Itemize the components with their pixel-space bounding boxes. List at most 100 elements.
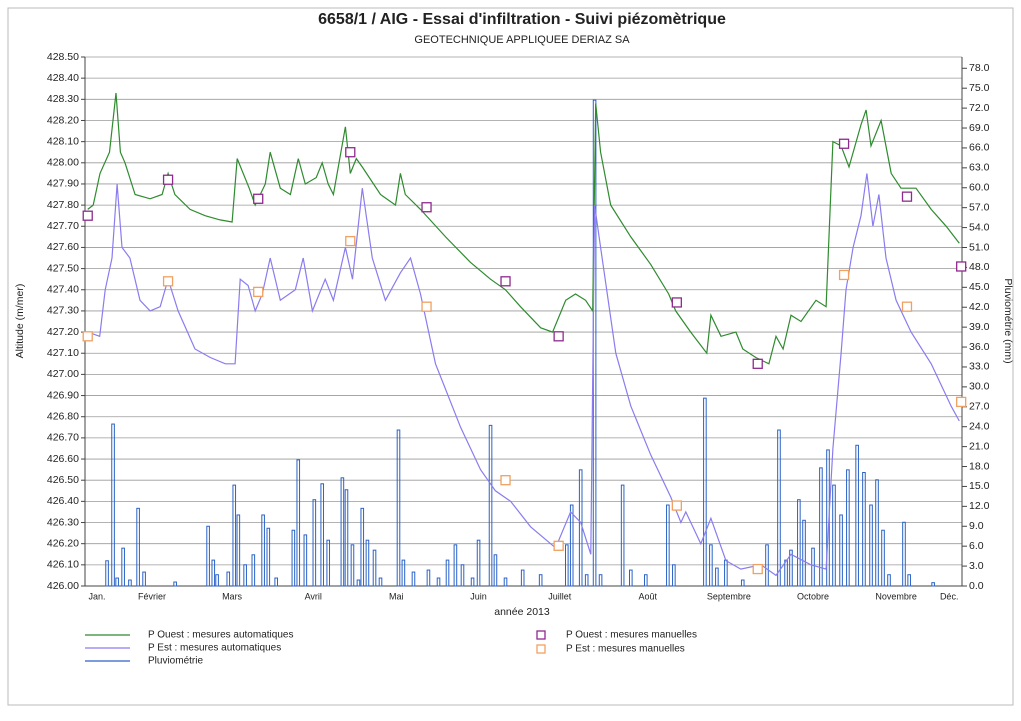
- manual-point: [162, 276, 174, 287]
- x-axis-label: année 2013: [494, 606, 550, 618]
- rain-bar: [703, 397, 707, 587]
- rain-bar: [862, 472, 866, 587]
- manual-point: [421, 301, 432, 312]
- rain-bar: [350, 544, 355, 587]
- manual-point: [82, 210, 93, 221]
- manual-point: [553, 331, 564, 342]
- x-tick-label: Août: [638, 591, 657, 601]
- rain-bar: [784, 559, 788, 587]
- rain-bar: [111, 423, 115, 587]
- rain-bar: [411, 571, 416, 587]
- y2-tick-label: 60.0: [969, 182, 990, 194]
- x-tick-label: Septembre: [707, 591, 751, 601]
- y-tick-label: 426.30: [47, 516, 79, 528]
- x-tick-label: Déc.: [940, 591, 959, 601]
- chart-title: 6658/1 / AIG - Essai d'infiltration - Su…: [318, 11, 726, 28]
- rain-bar: [538, 574, 543, 587]
- rain-bar: [274, 577, 278, 587]
- rain-bar: [777, 429, 781, 587]
- legend-marker: [536, 630, 546, 640]
- rain-bar: [569, 504, 574, 587]
- rain-bar: [261, 514, 265, 587]
- x-tick-label: Mai: [389, 591, 404, 601]
- y2-tick-label: 63.0: [969, 162, 990, 174]
- y-tick-label: 426.00: [47, 580, 79, 592]
- rain-bar: [832, 484, 836, 587]
- rain-bar: [672, 564, 676, 587]
- y-tick-label: 426.90: [47, 389, 79, 401]
- rain-bar: [881, 529, 885, 587]
- manual-point: [671, 500, 682, 511]
- rain-bar: [356, 579, 361, 587]
- rain-bar: [303, 534, 308, 587]
- legend-label: Pluviométrie: [148, 656, 203, 667]
- rain-bar: [811, 547, 815, 587]
- y-tick-label: 428.30: [47, 93, 79, 105]
- rain-bar: [136, 507, 140, 587]
- manual-point: [752, 358, 763, 369]
- y-tick-label: 426.50: [47, 474, 79, 486]
- manual-point: [956, 396, 967, 408]
- y-tick-label: 427.00: [47, 368, 79, 380]
- rain-bar: [488, 424, 493, 587]
- rain-bar: [598, 574, 603, 587]
- y2-tick-label: 0.0: [969, 580, 984, 592]
- y-tick-label: 427.90: [47, 178, 79, 190]
- manual-point: [838, 138, 850, 149]
- x-tick-label: Novembre: [875, 591, 917, 601]
- y2-tick-label: 36.0: [969, 341, 990, 353]
- y2-tick-label: 54.0: [969, 221, 990, 233]
- x-tick-label: Juillet: [548, 591, 572, 601]
- rain-bar: [802, 519, 806, 587]
- y-tick-label: 427.40: [47, 284, 79, 296]
- rain-bar: [453, 544, 458, 587]
- manual-point: [82, 331, 93, 342]
- chart-subtitle: GEOTECHNIQUE APPLIQUEE DERIAZ SA: [414, 34, 630, 46]
- rain-bar: [902, 521, 906, 587]
- y-tick-label: 427.50: [47, 262, 79, 274]
- rain-bar: [211, 559, 216, 587]
- rain-bar: [232, 484, 237, 587]
- page-frame: [7, 7, 1014, 706]
- rain-bar: [206, 525, 210, 587]
- rain-bar: [320, 483, 325, 587]
- y2-tick-label: 39.0: [969, 321, 990, 333]
- rain-bar: [396, 429, 401, 587]
- rain-bar: [372, 549, 377, 587]
- rain-bar: [291, 529, 296, 587]
- manual-point: [253, 286, 264, 298]
- rain-bar: [173, 581, 177, 587]
- rain-bar: [476, 539, 481, 587]
- y2-tick-label: 21.0: [969, 440, 990, 452]
- manual-point: [901, 301, 913, 312]
- rain-bar: [142, 571, 146, 587]
- manual-point: [253, 193, 264, 204]
- rain-bar: [470, 577, 475, 587]
- rain-bar: [819, 467, 823, 587]
- y2-tick-label: 15.0: [969, 480, 990, 492]
- rain-bar: [846, 469, 850, 587]
- y-tick-label: 428.00: [47, 157, 79, 169]
- rain-bar: [740, 579, 745, 587]
- rain-bar: [869, 504, 873, 587]
- y2-tick-label: 57.0: [969, 201, 990, 213]
- y2-tick-label: 33.0: [969, 361, 990, 373]
- rain-bar: [493, 554, 498, 587]
- rain-bar: [460, 564, 465, 587]
- rain-bar: [251, 554, 256, 587]
- manual-point: [421, 202, 432, 213]
- rain-bar: [520, 569, 525, 587]
- y-tick-label: 427.60: [47, 241, 79, 253]
- manual-point: [956, 261, 967, 272]
- y-tick-label: 427.30: [47, 305, 79, 317]
- rain-bar: [105, 560, 109, 587]
- y2-tick-label: 69.0: [969, 122, 990, 134]
- x-tick-label: Mars: [222, 591, 242, 601]
- rain-bar: [243, 564, 247, 587]
- y2-tick-label: 51.0: [969, 241, 990, 253]
- rain-bar: [360, 507, 365, 587]
- x-tick-label: Octobre: [797, 591, 829, 601]
- rain-bar: [340, 477, 345, 587]
- y-tick-label: 426.70: [47, 432, 79, 444]
- y-tick-label: 426.10: [47, 559, 79, 571]
